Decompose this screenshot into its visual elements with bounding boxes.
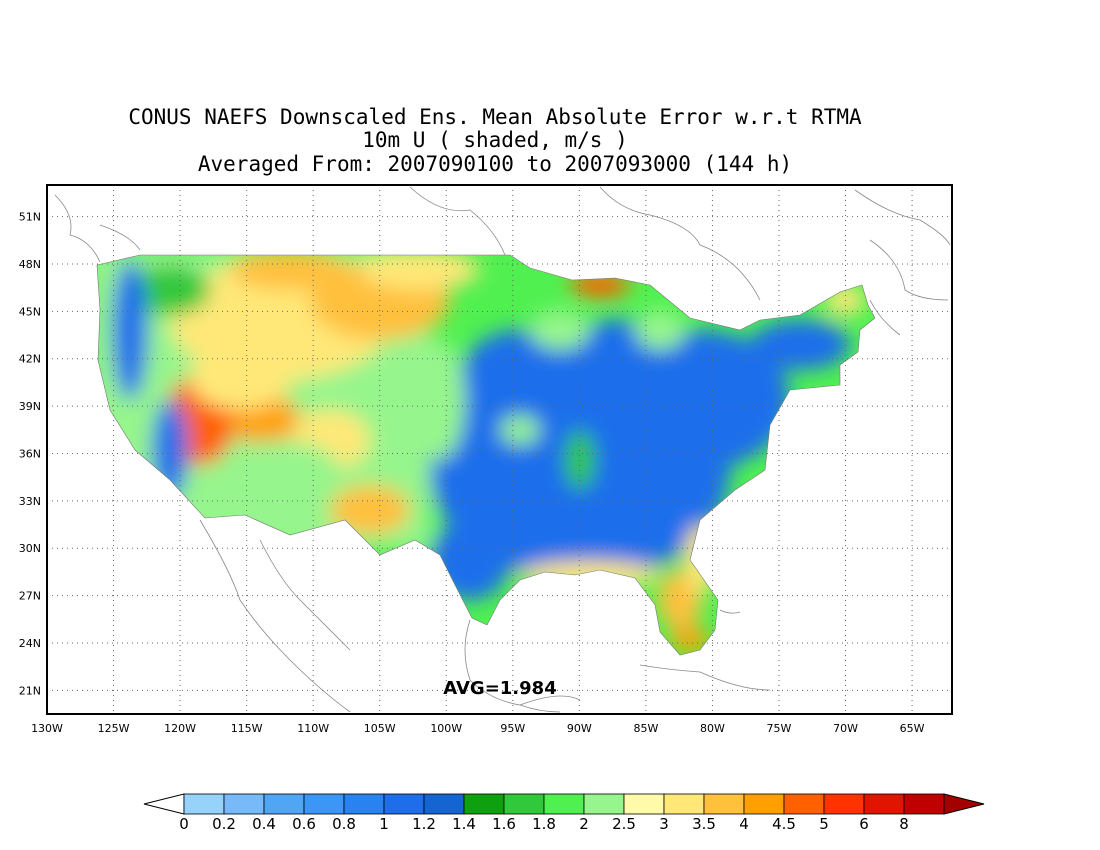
map-title-line-1: CONUS NAEFS Downscaled Ens. Mean Absolut…: [128, 105, 862, 129]
colorbar-label: 0: [179, 815, 189, 833]
colorbar-label: 2: [579, 815, 589, 833]
lat-tick-label: 27N: [19, 590, 41, 603]
colorbar-swatch: [623, 793, 665, 815]
colorbar-swatch: [823, 793, 865, 815]
color-bar: 0 0.2 0.4 0.6 0.8 1 1.2 1.4 1.6 1.8 2 2.5 3 3.5 4 4.5 5 6…: [143, 793, 985, 833]
lat-tick-label: 21N: [19, 684, 41, 697]
colorbar-swatch: [543, 793, 585, 815]
colorbar-label: 0.4: [252, 815, 276, 833]
lon-tick-label: 75W: [767, 722, 792, 735]
colorbar-label: 0.2: [212, 815, 236, 833]
colorbar-label: 1: [379, 815, 389, 833]
lat-tick-label: 51N: [19, 211, 41, 224]
colorbar-label: 1.2: [412, 815, 436, 833]
latitude-labels: 51N 48N 45N 42N 39N 36N 33N 30N 27N 24N 21N: [19, 211, 41, 698]
average-label: AVG=1.984: [443, 678, 556, 699]
lon-tick-label: 90W: [567, 722, 592, 735]
lon-tick-label: 70W: [833, 722, 858, 735]
lon-tick-label: 120W: [164, 722, 196, 735]
lat-tick-label: 48N: [19, 258, 41, 271]
lon-tick-label: 105W: [364, 722, 396, 735]
colorbar-swatch: [183, 793, 225, 815]
error-field: [97, 255, 875, 655]
colorbar-label: 0.6: [292, 815, 316, 833]
colorbar-swatch: [223, 793, 265, 815]
colorbar-swatch: [383, 793, 425, 815]
colorbar-label: 0.8: [332, 815, 356, 833]
colorbar-under-triangle: [143, 793, 185, 815]
colorbar-label: 1.4: [452, 815, 476, 833]
lat-lon-grid: [47, 185, 952, 714]
colorbar-swatch: [783, 793, 825, 815]
colorbar-swatch: [663, 793, 705, 815]
lon-tick-label: 80W: [700, 722, 725, 735]
lon-tick-label: 115W: [231, 722, 263, 735]
colorbar-swatch: [423, 793, 465, 815]
lat-tick-label: 42N: [19, 353, 41, 366]
colorbar-swatch: [743, 793, 785, 815]
colorbar-swatch: [263, 793, 305, 815]
colorbar-label: 1.6: [492, 815, 516, 833]
colorbar-swatch: [343, 793, 385, 815]
lat-tick-label: 39N: [19, 400, 41, 413]
lat-tick-label: 45N: [19, 305, 41, 318]
colorbar-swatch: [903, 793, 945, 815]
lon-tick-label: 85W: [633, 722, 658, 735]
colorbar-swatch: [583, 793, 625, 815]
colorbar-label: 3: [659, 815, 669, 833]
colorbar-over-triangle: [943, 793, 985, 815]
lat-tick-label: 24N: [19, 637, 41, 650]
coastlines: [54, 186, 951, 713]
colorbar-swatch: [463, 793, 505, 815]
lon-tick-label: 130W: [31, 722, 63, 735]
colorbar-swatch: [703, 793, 745, 815]
lon-tick-label: 65W: [900, 722, 925, 735]
conus-outline: [96, 254, 876, 656]
lat-tick-label: 30N: [19, 542, 41, 555]
colorbar-label: 5: [819, 815, 829, 833]
colorbar-label: 2.5: [612, 815, 636, 833]
map-title-line-3: Averaged From: 2007090100 to 2007093000 …: [198, 152, 792, 176]
map-title-line-2: 10m U ( shaded, m/s ): [362, 128, 628, 152]
colorbar-swatch: [303, 793, 345, 815]
colorbar-label: 4: [739, 815, 749, 833]
colorbar-label: 1.8: [532, 815, 556, 833]
map-frame: [46, 184, 953, 715]
colorbar-label: 4.5: [772, 815, 796, 833]
lat-tick-label: 36N: [19, 447, 41, 460]
lon-tick-label: 110W: [297, 722, 329, 735]
colorbar-label: 6: [859, 815, 869, 833]
colorbar-swatch: [863, 793, 905, 815]
lat-tick-label: 33N: [19, 495, 41, 508]
colorbar-label: 3.5: [692, 815, 716, 833]
colorbar-label: 8: [899, 815, 909, 833]
longitude-labels: 130W 125W 120W 115W 110W 105W 100W 95W 90W 85W 80W…: [31, 722, 925, 735]
colorbar-swatch: [503, 793, 545, 815]
lon-tick-label: 125W: [98, 722, 130, 735]
map-panel: 51N 48N 45N 42N 39N 36N 33N 30N 27N 24N 21N 130W 12…: [19, 184, 953, 735]
lon-tick-label: 95W: [500, 722, 525, 735]
lon-tick-label: 100W: [430, 722, 462, 735]
